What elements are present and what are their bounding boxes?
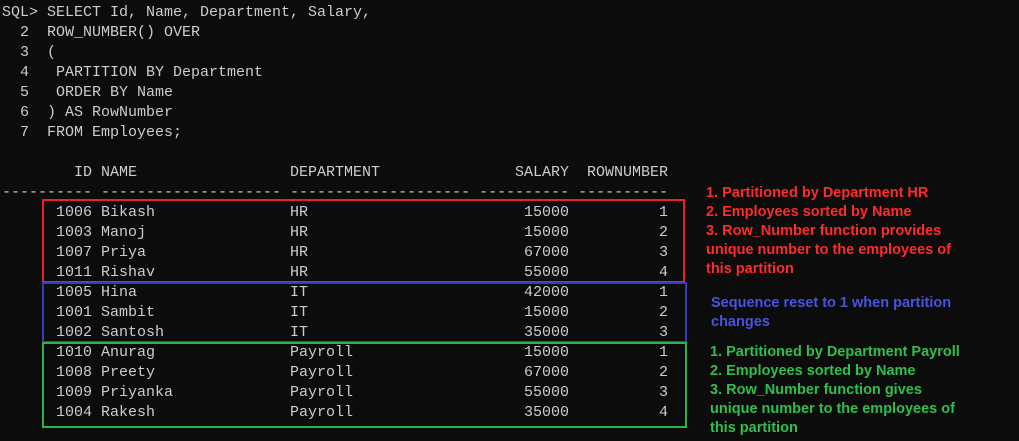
table-cell: Rakesh bbox=[101, 404, 156, 421]
table-cell: Payroll bbox=[290, 344, 354, 361]
query-line: SQL> SELECT Id, Name, Department, Salary… bbox=[2, 4, 372, 21]
annotation-line: unique number to the employees of bbox=[706, 242, 951, 258]
table-cell: Anurag bbox=[101, 344, 156, 361]
query-line: 2 ROW_NUMBER() OVER bbox=[2, 24, 201, 41]
table-cell: HR bbox=[290, 224, 309, 241]
table-cell: 15000 bbox=[523, 204, 569, 221]
table-cell: HR bbox=[290, 204, 309, 221]
table-cell: IT bbox=[290, 324, 309, 341]
table-cell: 1010 bbox=[55, 344, 92, 361]
table-cell: 55000 bbox=[523, 264, 569, 281]
query-line: 7 FROM Employees; bbox=[2, 124, 183, 141]
column-header: NAME bbox=[101, 164, 138, 181]
table-cell: 2 bbox=[658, 224, 668, 241]
table-cell: Payroll bbox=[290, 384, 354, 401]
table-cell: Priya bbox=[101, 244, 147, 261]
annotation-line: 2. Employees sorted by Name bbox=[706, 204, 912, 220]
table-cell: 15000 bbox=[523, 224, 569, 241]
table-cell: 1001 bbox=[55, 304, 92, 321]
payroll-annotation: 1. Partitioned by Department Payroll 2. E… bbox=[710, 343, 960, 438]
hr-annotation: 1. Partitioned by Department HR 2. Employ… bbox=[706, 184, 951, 279]
table-cell: 1007 bbox=[55, 244, 92, 261]
table-cell: 1004 bbox=[55, 404, 92, 421]
table-cell: IT bbox=[290, 304, 309, 321]
annotation-line: changes bbox=[711, 314, 770, 330]
table-cell: 4 bbox=[658, 264, 668, 281]
query-line: 6 ) AS RowNumber bbox=[2, 104, 174, 121]
column-header: SALARY bbox=[514, 164, 569, 181]
annotation-line: this partition bbox=[710, 420, 798, 436]
table-cell: Payroll bbox=[290, 404, 354, 421]
table-cell: 55000 bbox=[523, 384, 569, 401]
annotation-line: 3. Row_Number function gives bbox=[710, 382, 922, 398]
table-cell: 2 bbox=[658, 304, 668, 321]
table-cell: 3 bbox=[658, 384, 668, 401]
table-cell: 35000 bbox=[523, 404, 569, 421]
table-cell: HR bbox=[290, 244, 309, 261]
table-cell: 67000 bbox=[523, 244, 569, 261]
annotation-line: unique number to the employees of bbox=[710, 401, 955, 417]
column-header: ID bbox=[73, 164, 92, 181]
table-cell: 1006 bbox=[55, 204, 92, 221]
table-cell: 2 bbox=[658, 364, 668, 381]
annotation-line: 3. Row_Number function provides bbox=[706, 223, 942, 239]
table-cell: 1 bbox=[658, 204, 668, 221]
separator: ---------- -------------------- --------… bbox=[2, 184, 669, 201]
table-cell: 1 bbox=[658, 284, 668, 301]
table-cell: 1 bbox=[658, 344, 668, 361]
table-cell: HR bbox=[290, 264, 309, 281]
table-cell: Sambit bbox=[101, 304, 156, 321]
annotation-line: Sequence reset to 1 when partition bbox=[711, 295, 952, 311]
annotation-line: 1. Partitioned by Department Payroll bbox=[710, 344, 960, 360]
table-cell: 1008 bbox=[55, 364, 92, 381]
payroll-partition-box bbox=[42, 342, 687, 428]
column-header: DEPARTMENT bbox=[290, 164, 381, 181]
annotation-line: this partition bbox=[706, 261, 794, 277]
table-cell: 67000 bbox=[523, 364, 569, 381]
table-cell: 42000 bbox=[523, 284, 569, 301]
table-cell: Rishav bbox=[101, 264, 156, 281]
table-cell: 4 bbox=[658, 404, 668, 421]
table-cell: Priyanka bbox=[101, 384, 174, 401]
table-cell: 15000 bbox=[523, 304, 569, 321]
column-header: ROWNUMBER bbox=[586, 164, 668, 181]
table-cell: 3 bbox=[658, 324, 668, 341]
table-cell: 1002 bbox=[55, 324, 92, 341]
table-cell: Bikash bbox=[101, 204, 156, 221]
table-cell: 35000 bbox=[523, 324, 569, 341]
annotation-line: 1. Partitioned by Department HR bbox=[706, 185, 929, 201]
table-cell: Santosh bbox=[101, 324, 165, 341]
query-line: 3 ( bbox=[2, 44, 57, 61]
table-cell: 1011 bbox=[55, 264, 92, 281]
table-cell: Hina bbox=[101, 284, 138, 301]
query-line: 5 ORDER BY Name bbox=[2, 84, 174, 101]
annotation-line: 2. Employees sorted by Name bbox=[710, 363, 916, 379]
table-cell: Preety bbox=[101, 364, 156, 381]
it-annotation: Sequence reset to 1 when partition change… bbox=[711, 294, 951, 332]
table-cell: Payroll bbox=[290, 364, 354, 381]
table-cell: Manoj bbox=[101, 224, 147, 241]
query-line: 4 PARTITION BY Department bbox=[2, 64, 264, 81]
table-cell: 3 bbox=[658, 244, 668, 261]
table-cell: 1003 bbox=[55, 224, 92, 241]
table-cell: 1009 bbox=[55, 384, 92, 401]
table-cell: 1005 bbox=[55, 284, 92, 301]
table-cell: IT bbox=[290, 284, 309, 301]
table-cell: 15000 bbox=[523, 344, 569, 361]
